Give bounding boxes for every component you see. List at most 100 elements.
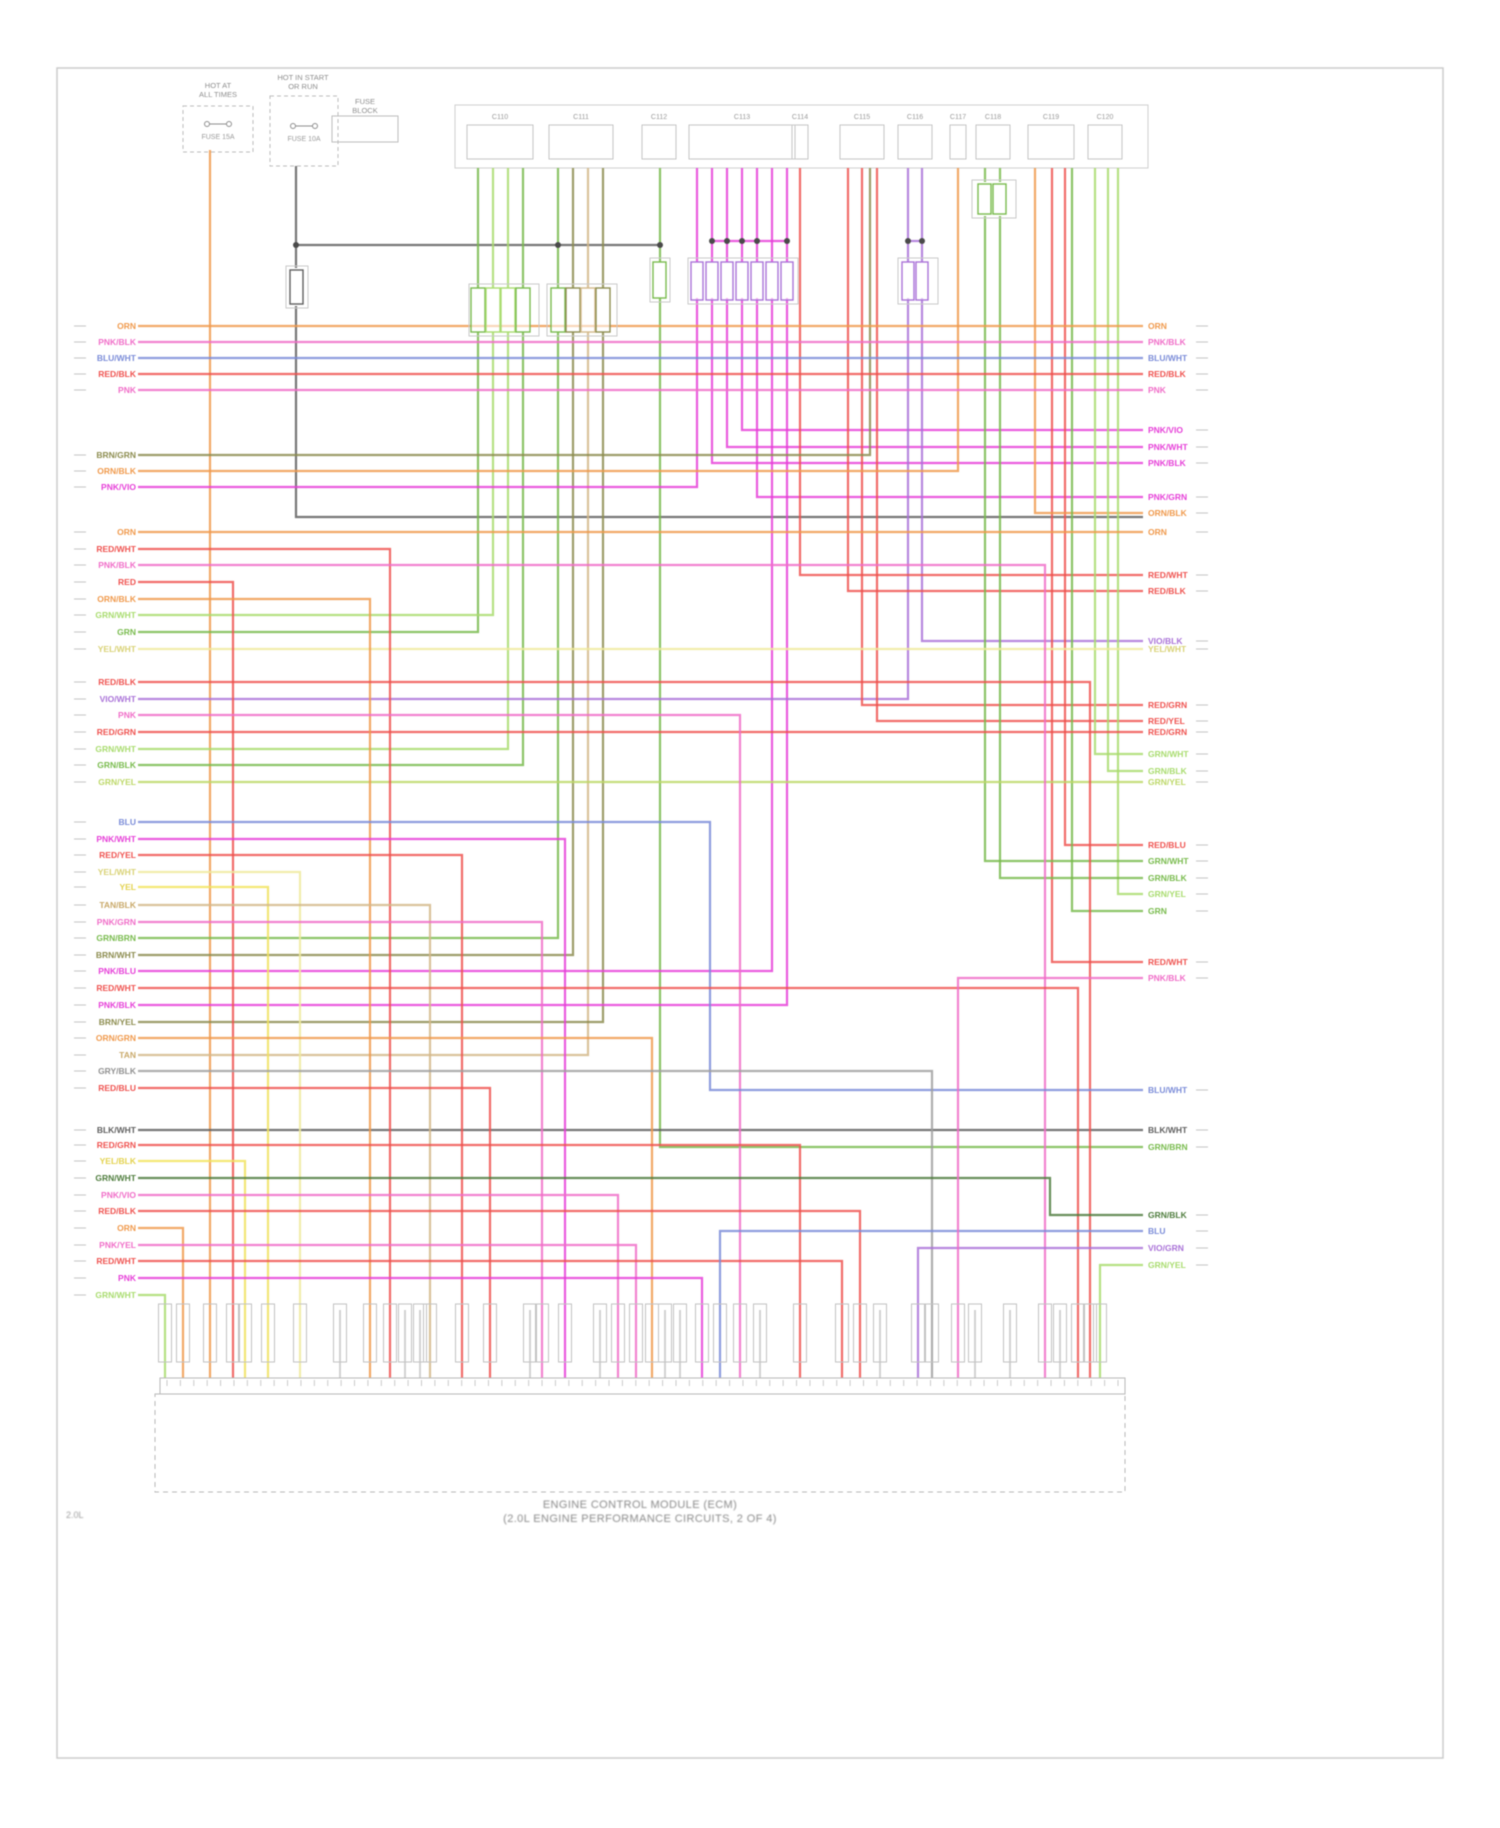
caption-line-2: (2.0L ENGINE PERFORMANCE CIRCUITS, 2 OF … bbox=[503, 1513, 777, 1525]
wire bbox=[1063, 168, 1143, 847]
bottom-connector bbox=[1071, 1303, 1085, 1363]
hot-note-text: OR RUN bbox=[288, 82, 318, 91]
wire bbox=[138, 920, 544, 1378]
left-pin-label: GRN/BRN bbox=[96, 933, 136, 943]
left-pin-label: ORN bbox=[117, 321, 136, 331]
left-pin-label: GRN/WHT bbox=[95, 610, 136, 620]
wire bbox=[138, 298, 699, 489]
connector-pin bbox=[565, 287, 581, 333]
top-connector-box bbox=[791, 124, 809, 160]
top-connector-label: C111 bbox=[573, 114, 589, 121]
wire bbox=[138, 332, 575, 957]
top-connector-box bbox=[548, 124, 614, 160]
wire bbox=[138, 332, 590, 1057]
bottom-connector bbox=[873, 1303, 887, 1363]
top-connector-box bbox=[1027, 124, 1075, 160]
bottom-connector bbox=[911, 1303, 925, 1363]
junction-dot bbox=[555, 242, 561, 248]
diagram-caption: ENGINE CONTROL MODULE (ECM) (2.0L ENGINE… bbox=[155, 1498, 1125, 1526]
right-pin-label: BLU/WHT bbox=[1148, 353, 1188, 363]
left-pin-label: RED bbox=[118, 577, 136, 587]
right-pin-label: GRN bbox=[1148, 906, 1167, 916]
left-pin-label: RED/BLK bbox=[98, 1206, 137, 1216]
page-border bbox=[56, 67, 1444, 1759]
right-pin-label: ORN bbox=[1148, 527, 1167, 537]
wire bbox=[1070, 168, 1143, 913]
right-pin-label: RED/YEL bbox=[1148, 716, 1185, 726]
top-connector-box bbox=[839, 124, 885, 160]
wire bbox=[860, 168, 1143, 707]
right-pin-label: GRN/BLK bbox=[1148, 766, 1188, 776]
right-pin-label: RED/WHT bbox=[1148, 957, 1188, 967]
connector-pin bbox=[901, 261, 915, 301]
wire bbox=[138, 1259, 844, 1378]
left-pin-label: BRN/WHT bbox=[96, 950, 137, 960]
left-pin-label: ORN/BLK bbox=[97, 594, 137, 604]
wire bbox=[875, 168, 1143, 723]
bottom-connector bbox=[695, 1303, 709, 1363]
wire bbox=[294, 306, 1143, 519]
wire bbox=[138, 563, 1047, 1378]
hot-note-text: ALL TIMES bbox=[199, 90, 237, 99]
connector-pin bbox=[550, 287, 566, 333]
wire bbox=[138, 1036, 654, 1378]
bottom-connector bbox=[1093, 1303, 1107, 1363]
left-pin-label: RED/WHT bbox=[96, 983, 136, 993]
left-pin-label: ORN bbox=[117, 527, 136, 537]
junction-dot bbox=[724, 238, 730, 244]
right-pin-label: YEL/WHT bbox=[1148, 644, 1187, 654]
wire bbox=[718, 1229, 1143, 1378]
connector-cluster bbox=[285, 265, 309, 309]
wire bbox=[138, 853, 464, 1378]
fuse-label: FUSE 15A bbox=[201, 134, 234, 141]
bottom-connector bbox=[1053, 1303, 1067, 1363]
wire bbox=[138, 820, 1143, 1092]
wire bbox=[138, 298, 910, 701]
right-pin-label: PNK/WHT bbox=[1148, 442, 1188, 452]
bottom-connector bbox=[793, 1303, 807, 1363]
junction-dot bbox=[905, 238, 911, 244]
right-pin-label: RED/BLK bbox=[1148, 369, 1187, 379]
right-pin-label: GRN/WHT bbox=[1148, 856, 1189, 866]
right-pin-label: GRN/BRN bbox=[1148, 1142, 1188, 1152]
bottom-connector bbox=[413, 1303, 427, 1363]
wire bbox=[138, 298, 774, 973]
wire bbox=[138, 1193, 620, 1378]
connector-cluster bbox=[649, 257, 671, 303]
bottom-connector bbox=[853, 1303, 867, 1363]
fuse-box bbox=[182, 105, 254, 153]
left-pin-label: GRN/WHT bbox=[95, 744, 136, 754]
left-pin-label: VIO/WHT bbox=[100, 694, 137, 704]
junction-dot bbox=[919, 238, 925, 244]
right-pin-label: PNK/BLK bbox=[1148, 458, 1187, 468]
right-pin-label: BLU bbox=[1148, 1226, 1165, 1236]
connector-pin bbox=[690, 261, 704, 301]
wire bbox=[740, 298, 1143, 432]
right-pin-label: RED/GRN bbox=[1148, 700, 1187, 710]
left-pin-label: RED/GRN bbox=[97, 1140, 136, 1150]
junction-dot bbox=[709, 238, 715, 244]
connector-pin bbox=[500, 287, 516, 333]
wire bbox=[846, 168, 1143, 593]
right-pin-label: GRN/BLK bbox=[1148, 873, 1188, 883]
connector-pin bbox=[720, 261, 734, 301]
bottom-connector bbox=[158, 1303, 172, 1363]
top-connector-box bbox=[466, 124, 534, 160]
left-pin-label: YEL/WHT bbox=[98, 867, 137, 877]
wire bbox=[138, 1176, 1143, 1217]
bottom-connector bbox=[925, 1303, 939, 1363]
bottom-connector bbox=[383, 1303, 397, 1363]
wire bbox=[138, 680, 1092, 1378]
bottom-connector bbox=[226, 1303, 240, 1363]
right-pin-label: PNK/VIO bbox=[1148, 425, 1183, 435]
top-connector-band bbox=[454, 104, 1149, 169]
bottom-connector bbox=[951, 1303, 965, 1363]
wire bbox=[138, 332, 525, 767]
wire bbox=[1093, 168, 1143, 756]
wire bbox=[138, 597, 372, 1378]
wire bbox=[1098, 1263, 1143, 1378]
fuse-label: FUSE 10A bbox=[287, 136, 320, 143]
left-pin-label: RED/YEL bbox=[99, 850, 136, 860]
left-pin-label: PNK/BLK bbox=[98, 1000, 137, 1010]
top-connector-label: C113 bbox=[734, 114, 750, 121]
